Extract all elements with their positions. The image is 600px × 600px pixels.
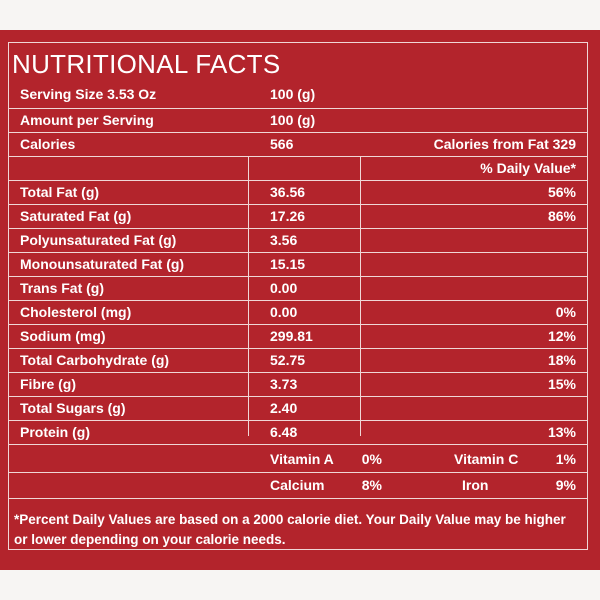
nutrient-dv-protein: 13% bbox=[547, 424, 576, 440]
nutrient-label-fibre: Fibre (g) bbox=[20, 376, 76, 392]
divider bbox=[8, 228, 588, 229]
divider bbox=[8, 396, 588, 397]
nutrient-dv-total-fat: 56% bbox=[547, 184, 576, 200]
divider bbox=[8, 180, 588, 181]
nutrient-value-fibre: 3.73 bbox=[270, 376, 298, 392]
column-divider bbox=[248, 156, 249, 436]
nutrition-title: NUTRITIONAL FACTS bbox=[12, 49, 281, 79]
divider bbox=[8, 324, 588, 325]
divider bbox=[8, 132, 588, 133]
daily-value-header: % Daily Value* bbox=[480, 160, 576, 176]
nutrient-value-protein: 6.48 bbox=[270, 424, 298, 440]
nutrient-label-monounsaturated-fat: Monounsaturated Fat (g) bbox=[20, 256, 185, 272]
nutrient-label-saturated-fat: Saturated Fat (g) bbox=[20, 208, 132, 224]
vitamin-c-value: 1% bbox=[555, 451, 576, 467]
nutrition-facts-panel: NUTRITIONAL FACTS Serving Size 3.53 Oz 1… bbox=[0, 30, 600, 570]
nutrient-value-cholesterol: 0.00 bbox=[270, 304, 298, 320]
iron-label: Iron bbox=[462, 477, 489, 493]
nutrient-dv-sodium: 12% bbox=[547, 328, 576, 344]
daily-value-footnote: *Percent Daily Values are based on a 200… bbox=[14, 512, 566, 547]
nutrient-value-polyunsaturated-fat: 3.56 bbox=[270, 232, 298, 248]
divider bbox=[8, 252, 588, 253]
calories-label: Calories bbox=[20, 136, 76, 152]
nutrient-dv-cholesterol: 0% bbox=[555, 304, 576, 320]
nutrient-dv-total-carbohydrate: 18% bbox=[547, 352, 576, 368]
nutrient-value-total-carbohydrate: 52.75 bbox=[270, 352, 306, 368]
nutrient-dv-fibre: 15% bbox=[547, 376, 576, 392]
nutrient-value-total-sugars: 2.40 bbox=[270, 400, 298, 416]
nutrient-label-total-carbohydrate: Total Carbohydrate (g) bbox=[20, 352, 170, 368]
nutrient-label-total-fat: Total Fat (g) bbox=[20, 184, 100, 200]
amount-per-serving-value: 100 (g) bbox=[270, 112, 316, 128]
amount-per-serving-label: Amount per Serving bbox=[20, 112, 154, 128]
calcium-value: 8% bbox=[361, 477, 382, 493]
divider bbox=[8, 300, 588, 301]
divider bbox=[8, 276, 588, 277]
nutrient-value-saturated-fat: 17.26 bbox=[270, 208, 306, 224]
vitamin-a-value: 0% bbox=[361, 451, 382, 467]
serving-size-value: 100 (g) bbox=[270, 86, 316, 102]
iron-value: 9% bbox=[555, 477, 576, 493]
divider bbox=[8, 420, 588, 421]
nutrient-label-trans-fat: Trans Fat (g) bbox=[20, 280, 105, 296]
nutrient-value-total-fat: 36.56 bbox=[270, 184, 306, 200]
divider bbox=[8, 348, 588, 349]
calcium-label: Calcium bbox=[270, 477, 325, 493]
divider bbox=[8, 472, 588, 473]
vitamin-a-label: Vitamin A bbox=[270, 451, 334, 467]
calories-from-fat: Calories from Fat 329 bbox=[433, 136, 576, 152]
vitamin-c-label: Vitamin C bbox=[454, 451, 519, 467]
divider bbox=[8, 498, 588, 499]
divider bbox=[8, 108, 588, 109]
nutrient-label-total-sugars: Total Sugars (g) bbox=[20, 400, 126, 416]
calories-value: 566 bbox=[270, 136, 294, 152]
nutrient-label-protein: Protein (g) bbox=[20, 424, 90, 440]
nutrient-label-cholesterol: Cholesterol (mg) bbox=[20, 304, 132, 320]
divider bbox=[8, 372, 588, 373]
nutrient-value-sodium: 299.81 bbox=[270, 328, 313, 344]
divider bbox=[8, 204, 588, 205]
nutrient-value-monounsaturated-fat: 15.15 bbox=[270, 256, 306, 272]
nutrient-label-polyunsaturated-fat: Polyunsaturated Fat (g) bbox=[20, 232, 177, 248]
divider bbox=[8, 156, 588, 157]
column-divider bbox=[360, 156, 361, 436]
nutrient-label-sodium: Sodium (mg) bbox=[20, 328, 106, 344]
divider bbox=[8, 444, 588, 445]
nutrient-dv-saturated-fat: 86% bbox=[547, 208, 576, 224]
nutrient-value-trans-fat: 0.00 bbox=[270, 280, 298, 296]
nutrition-facts-border bbox=[8, 42, 588, 550]
serving-size-label: Serving Size 3.53 Oz bbox=[20, 86, 157, 102]
